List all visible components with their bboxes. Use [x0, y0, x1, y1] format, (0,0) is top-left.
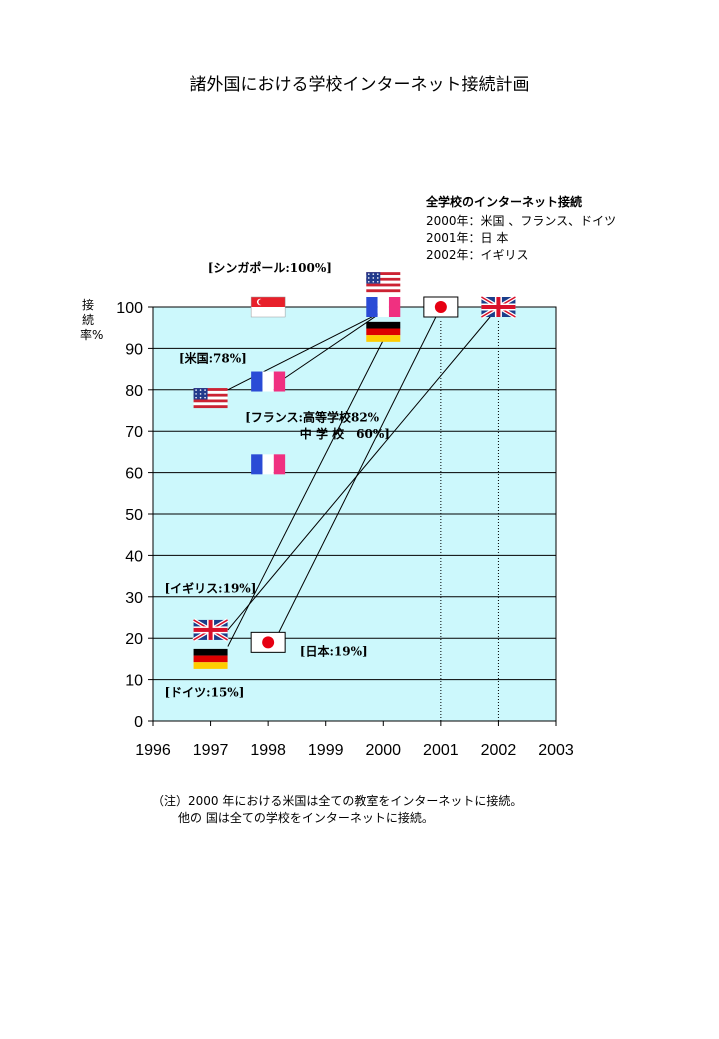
uk-flag-icon — [480, 295, 517, 319]
x-tick-label: 2000 — [365, 742, 401, 759]
germany-flag-icon — [366, 321, 401, 342]
connector-line — [279, 310, 384, 382]
page-title: 諸外国における学校インターネット接続計画 — [189, 75, 530, 95]
connector-line — [227, 339, 384, 647]
x-tick-label: 2002 — [481, 742, 517, 759]
legend-line-2001: 2001年：日 本 — [426, 231, 509, 245]
y-tick-label: 70 — [125, 424, 143, 441]
annotation-label: [ドイツ:15%] — [165, 686, 245, 700]
annotation-label: 中 学 校 60%] — [300, 426, 390, 441]
note-line-2: 他の 国は全ての学校をインターネットに接続。 — [178, 811, 434, 825]
france-flag-icon — [251, 371, 286, 392]
y-tick-label: 80 — [125, 383, 143, 400]
y-tick-label: 20 — [125, 631, 143, 648]
x-tick-label: 1998 — [250, 742, 286, 759]
japan-flag-icon — [423, 296, 459, 318]
y-tick-label: 100 — [116, 300, 143, 317]
annotation-label: [米国:78%] — [179, 350, 247, 365]
annotation-label: [フランス:高等学校82% — [245, 409, 380, 424]
annotation-label: [シンガポール:100%] — [208, 260, 332, 275]
singapore-flag-icon — [250, 296, 286, 318]
x-tick-label: 1997 — [193, 742, 229, 759]
y-tick-label: 90 — [125, 341, 143, 358]
y-tick-label: 60 — [125, 466, 143, 483]
y-tick-label: 50 — [125, 507, 143, 524]
japan-flag-icon — [250, 631, 286, 653]
legend-line-2002: 2002年：イギリス — [426, 248, 529, 262]
uk-flag-icon — [192, 618, 229, 642]
y-tick-label: 40 — [125, 548, 143, 565]
y-tick-label: 0 — [134, 714, 143, 731]
legend-line-2000: 2000年：米国 、フランス、ドイツ — [426, 214, 617, 228]
y-tick-label: 10 — [125, 673, 143, 690]
legend-title: 全学校のインターネット接続 — [426, 195, 583, 209]
x-tick-label: 1999 — [308, 742, 344, 759]
y-tick-label: 30 — [125, 590, 143, 607]
germany-flag-icon — [193, 648, 228, 669]
x-tick-label: 2003 — [538, 742, 574, 759]
x-tick-label: 2001 — [423, 742, 459, 759]
x-tick-label: 1996 — [135, 742, 171, 759]
france-flag-icon — [251, 454, 286, 475]
annotation-label: [イギリス:19%] — [165, 581, 257, 596]
france-flag-icon — [366, 297, 401, 317]
usa-flag-icon — [193, 388, 228, 409]
note-line-1: （注）2000 年における米国は全ての教室をインターネットに接続。 — [152, 794, 523, 808]
annotation-label: [日本:19%] — [300, 644, 368, 659]
connector-line — [273, 306, 442, 643]
connector-line — [227, 306, 499, 631]
usa-flag-icon — [366, 272, 401, 293]
